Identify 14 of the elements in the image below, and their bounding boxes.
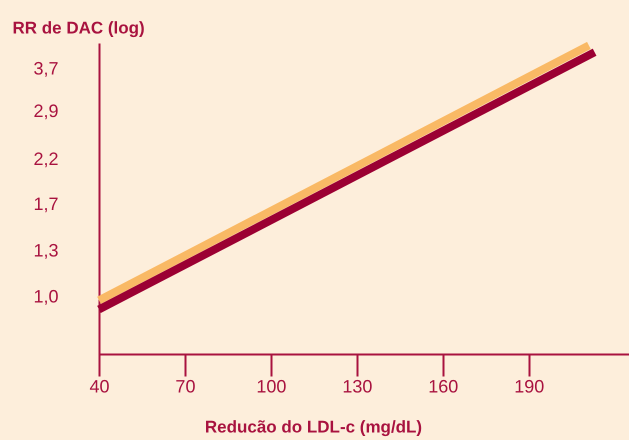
- x-tick-label: 190: [514, 376, 544, 396]
- y-axis-title: RR de DAC (log): [12, 18, 145, 38]
- y-tick-label: 2,2: [33, 149, 58, 170]
- x-axis-title: Reducão do LDL-c (mg/dL): [204, 418, 422, 436]
- x-tick-label: 70: [175, 376, 196, 396]
- y-tick-label: 1,3: [33, 240, 58, 261]
- x-tick-label: 160: [428, 376, 458, 396]
- y-tick-label: 2,9: [33, 101, 58, 122]
- x-tick-label: 130: [342, 376, 372, 396]
- x-tick-label: 100: [256, 376, 286, 396]
- x-tick-label: 40: [89, 376, 110, 396]
- y-tick-label: 1,7: [33, 194, 58, 214]
- y-tick-label: 3,7: [33, 58, 58, 79]
- y-tick-label: 1,0: [33, 286, 58, 306]
